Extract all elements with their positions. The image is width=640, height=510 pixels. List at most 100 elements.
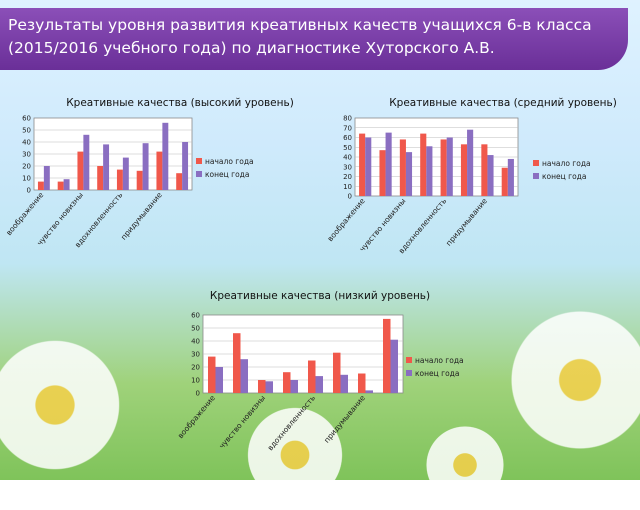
bar <box>57 181 64 190</box>
bar <box>43 166 50 190</box>
daisy-decoration-2 <box>500 300 640 460</box>
chart-title: Креативные качества (высокий уровень) <box>66 97 294 109</box>
bar <box>77 151 84 190</box>
x-tick-label: воображение <box>4 190 45 237</box>
legend-swatch <box>533 173 539 179</box>
y-tick-label: 30 <box>22 151 31 159</box>
y-tick-label: 50 <box>22 127 31 135</box>
bar <box>233 333 241 393</box>
x-tick-label: воображение <box>326 196 367 243</box>
bar <box>333 352 341 393</box>
x-tick-label: придумывание <box>322 393 367 444</box>
y-tick-label: 20 <box>191 364 200 372</box>
y-tick-label: 60 <box>343 134 352 142</box>
legend-label: конец года <box>542 172 586 181</box>
y-tick-label: 0 <box>348 193 352 201</box>
bar <box>420 133 427 196</box>
bar <box>83 134 90 190</box>
y-tick-label: 10 <box>22 175 31 183</box>
bar <box>215 367 223 393</box>
bar <box>460 144 468 196</box>
y-tick-label: 60 <box>191 312 200 320</box>
x-tick-label: придумывание <box>119 190 164 241</box>
chart-title: Креативные качества (низкий уровень) <box>210 290 430 302</box>
bar <box>405 152 413 196</box>
bar <box>122 157 129 190</box>
bar <box>365 390 373 393</box>
y-tick-label: 30 <box>191 351 200 359</box>
bar <box>308 360 316 393</box>
bar <box>142 143 149 190</box>
bar <box>340 374 348 393</box>
y-tick-label: 40 <box>191 338 200 346</box>
bar <box>315 376 323 393</box>
legend-swatch <box>406 370 412 376</box>
x-tick-label: чувство новизны <box>217 393 267 450</box>
bar <box>358 373 366 393</box>
y-tick-label: 20 <box>343 173 352 181</box>
bar <box>156 151 163 190</box>
bar <box>283 372 291 393</box>
legend-label: начало года <box>415 356 464 365</box>
legend-label: начало года <box>205 157 254 166</box>
y-tick-label: 50 <box>191 325 200 333</box>
bar <box>481 144 488 196</box>
legend-swatch <box>406 357 412 363</box>
legend-swatch <box>533 160 539 166</box>
bar <box>467 129 474 196</box>
bar <box>240 359 248 393</box>
y-tick-label: 30 <box>343 163 352 171</box>
y-tick-label: 70 <box>343 124 352 132</box>
bar <box>103 144 110 190</box>
bar <box>116 169 123 190</box>
bar <box>359 133 366 196</box>
y-tick-label: 20 <box>22 163 31 171</box>
bar <box>383 318 391 393</box>
bar <box>426 146 433 196</box>
x-tick-label: вдохновленность <box>266 394 317 453</box>
chart-title: Креативные качества (средний уровень) <box>389 97 617 109</box>
bar <box>507 158 514 196</box>
bar <box>37 181 44 190</box>
y-tick-label: 40 <box>343 154 352 162</box>
bar <box>265 381 273 393</box>
chart-medium-level: Креативные качества (средний уровень) 0 10… <box>326 97 617 255</box>
bar <box>63 179 70 190</box>
slide-title: Результаты уровня развития креативных ка… <box>8 16 592 57</box>
bar <box>290 380 298 393</box>
bar <box>208 356 216 393</box>
y-tick-label: 0 <box>196 390 200 398</box>
chart-low-level: Креативные качества (низкий уровень) 0 10 2… <box>176 290 464 453</box>
bar <box>258 380 266 393</box>
y-tick-label: 50 <box>343 144 352 152</box>
y-tick-label: 10 <box>343 183 352 191</box>
x-tick-label: придумывание <box>444 196 489 247</box>
legend-swatch <box>196 171 202 177</box>
legend-label: конец года <box>415 369 459 378</box>
legend-swatch <box>196 158 202 164</box>
bar <box>501 167 508 196</box>
bar <box>487 155 494 196</box>
legend-label: конец года <box>205 170 249 179</box>
y-tick-label: 40 <box>22 139 31 147</box>
daisy-decoration-1 <box>0 330 130 480</box>
bar <box>440 139 447 196</box>
chart-high-level: Креативные качества (высокий уровень) 0 10… <box>4 97 294 249</box>
bar <box>182 142 189 190</box>
bar <box>399 139 406 196</box>
title-banner <box>0 8 628 70</box>
y-tick-label: 60 <box>22 115 31 123</box>
y-tick-label: 10 <box>191 377 200 385</box>
bar <box>385 132 392 196</box>
bar <box>446 137 453 196</box>
bar <box>365 137 372 196</box>
bar <box>97 166 104 190</box>
bar <box>379 150 386 196</box>
legend-label: начало года <box>542 159 591 168</box>
x-tick-label: воображение <box>176 393 217 440</box>
y-tick-label: 0 <box>27 187 31 195</box>
y-tick-label: 80 <box>343 115 352 123</box>
bar <box>176 173 183 190</box>
bar <box>136 170 143 190</box>
bar <box>162 122 169 190</box>
